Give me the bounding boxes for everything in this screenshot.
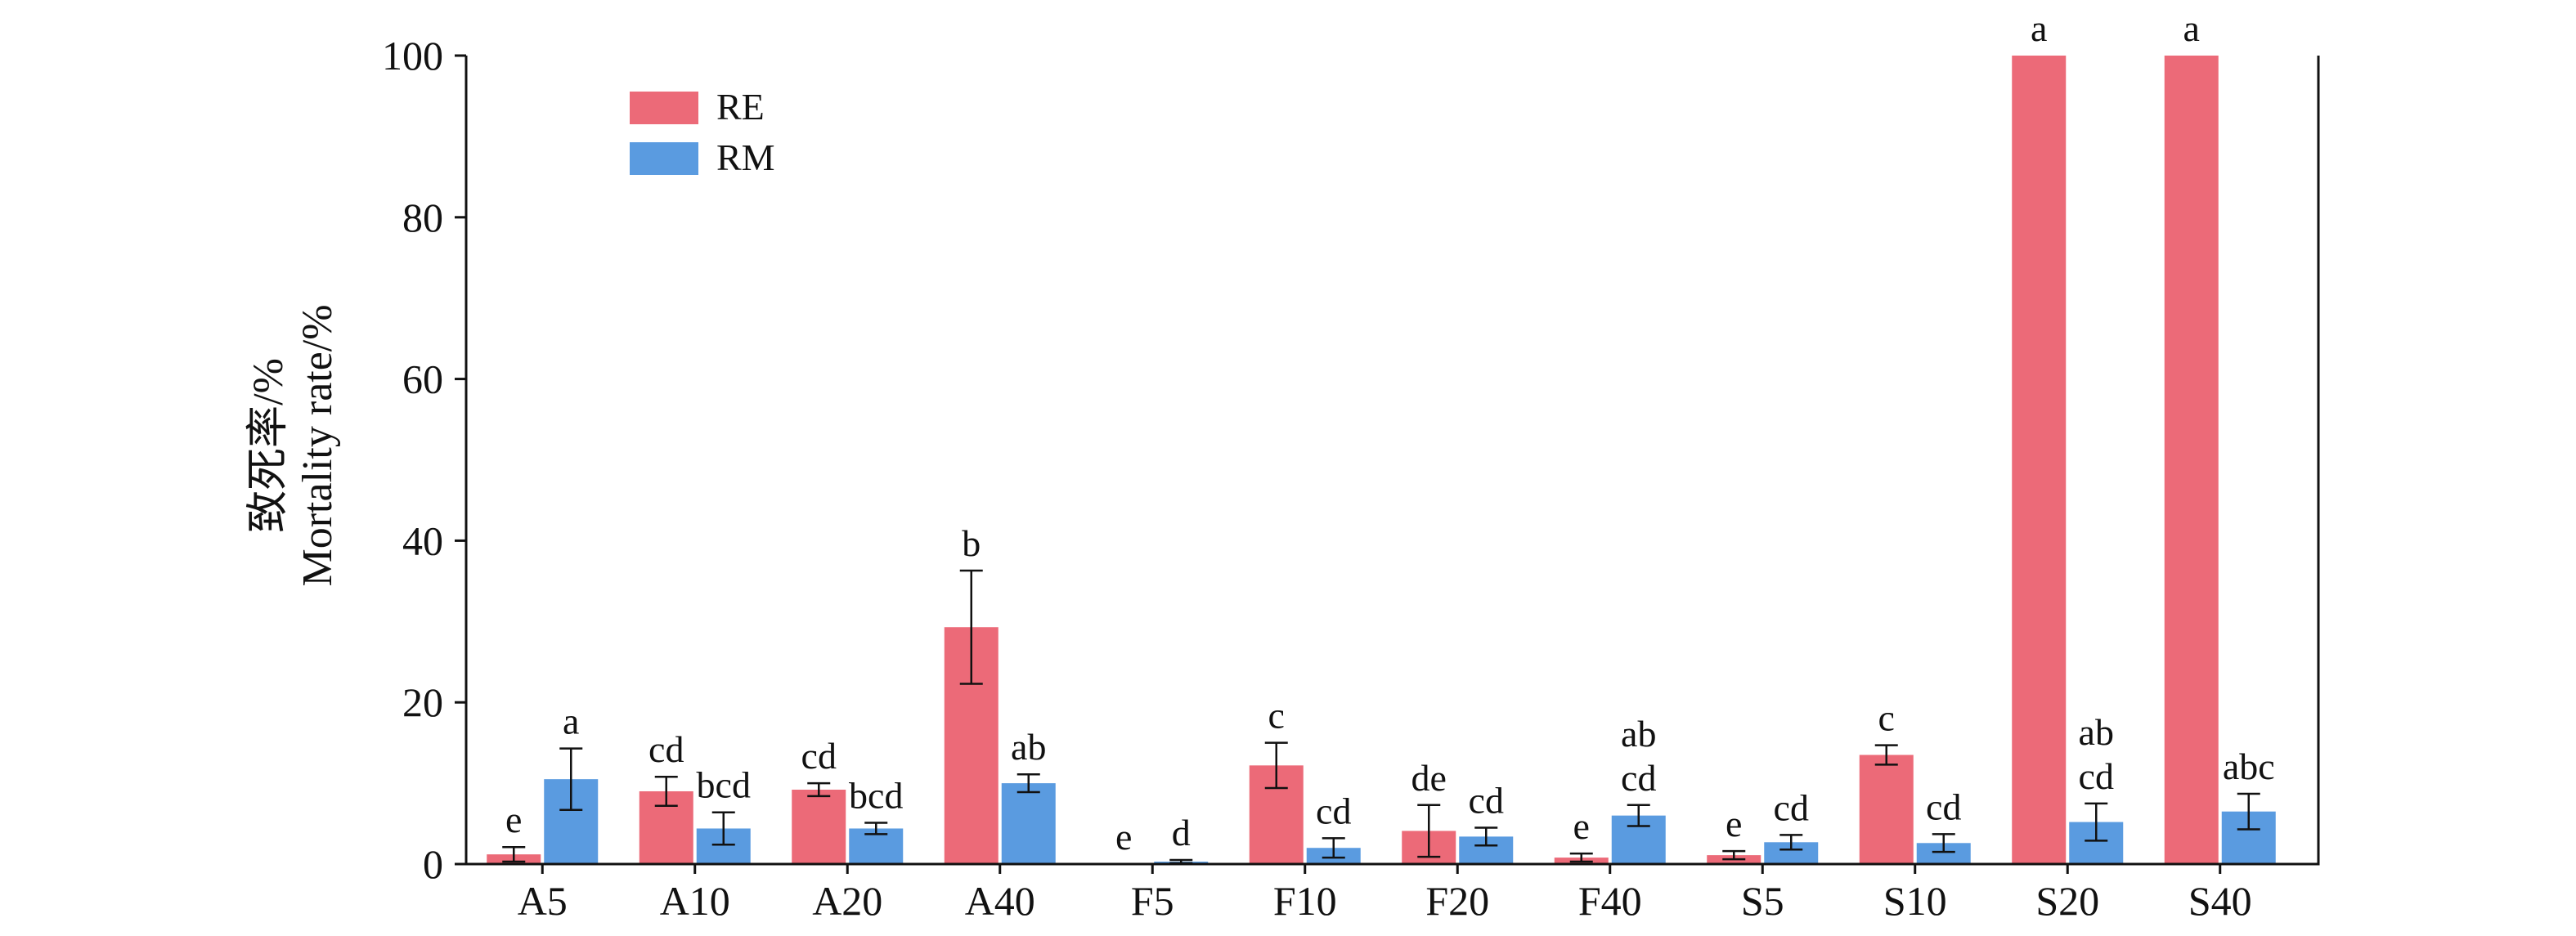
y-tick-label-40: 40 xyxy=(402,517,443,563)
y-tick-label-60: 60 xyxy=(402,356,443,402)
sig-label-rm-f40: ab xyxy=(1621,713,1656,755)
sig-label-re-s20: a xyxy=(2031,7,2047,49)
error-bar-rm-a40 xyxy=(1016,773,1040,794)
error-bar-rm-a20 xyxy=(864,822,888,835)
sig-label-re-a20: cd xyxy=(801,735,837,777)
sig-label-re-a5: e xyxy=(505,799,522,840)
x-tick-label-a5: A5 xyxy=(518,878,568,924)
error-bar-rm-s40 xyxy=(2237,792,2260,831)
sig-label-rm-a20: bcd xyxy=(849,775,903,817)
axes-layer: A5 A10 A20 A40 F5 F10 F20 F40 S5 S10 S20 S40 0 20 40 60… xyxy=(382,33,2320,924)
sig-label-re-f40: e xyxy=(1573,805,1590,847)
error-bar-re-f40 xyxy=(1569,852,1593,863)
sig-label-rm-s20: cd xyxy=(2079,755,2114,797)
error-bar-rm-a10 xyxy=(711,811,735,846)
sig-label-re-f5: e xyxy=(1115,816,1132,858)
error-bar-re-s10 xyxy=(1874,744,1898,766)
legend-swatch-rm xyxy=(630,142,698,175)
error-bar-rm-f40 xyxy=(1627,804,1650,827)
legend-swatch-re xyxy=(630,92,698,124)
error-bar-re-a10 xyxy=(654,775,678,808)
sig-label-rm-a10: bcd xyxy=(697,764,751,806)
error-bar-re-a40 xyxy=(959,569,983,685)
sig-label-re-s40: a xyxy=(2183,7,2200,49)
error-bars-layer xyxy=(502,569,2260,865)
y-tick-label-20: 20 xyxy=(402,679,443,725)
sig-label-rm-s40: abc xyxy=(2223,746,2275,787)
bar-rm-a40 xyxy=(1001,783,1056,864)
error-bar-re-a5 xyxy=(502,845,526,863)
bar-re-s10 xyxy=(1859,755,1914,864)
sig-label-re-s5: e xyxy=(1726,803,1742,844)
sig-label-re-f20: de xyxy=(1411,757,1447,799)
sig-label-rm-a5: a xyxy=(563,701,579,742)
error-bar-re-f20 xyxy=(1417,804,1441,858)
sig-label-rm-f5: d xyxy=(1172,812,1191,853)
y-tick-label-0: 0 xyxy=(423,841,443,887)
error-bar-rm-s5 xyxy=(1779,834,1803,851)
sig-label-re-f10: c xyxy=(1268,695,1285,737)
sig-label-rm-s10: cd xyxy=(1926,786,1961,827)
x-tick-label-s40: S40 xyxy=(2188,878,2252,924)
sig-label-re-a40: b xyxy=(962,522,981,564)
error-bar-re-f10 xyxy=(1264,741,1288,790)
error-bar-rm-a5 xyxy=(559,747,583,811)
y-axis-title-en: Mortality rate/% xyxy=(294,304,341,586)
error-bar-re-a20 xyxy=(807,781,831,798)
x-tick-label-f5: F5 xyxy=(1131,878,1174,924)
error-bar-rm-s10 xyxy=(1932,833,1955,853)
x-tick-label-a40: A40 xyxy=(965,878,1035,924)
x-tick-label-a20: A20 xyxy=(812,878,882,924)
legend-label-re: RE xyxy=(716,86,765,128)
error-bar-rm-f10 xyxy=(1322,837,1345,859)
bar-re-s40 xyxy=(2164,56,2219,864)
legend-label-rm: RM xyxy=(716,137,775,178)
bar-re-s20 xyxy=(2012,56,2067,864)
x-tick-label-s5: S5 xyxy=(1741,878,1784,924)
y-axis-title: 致死率/% Mortality rate/% xyxy=(245,304,341,586)
legend-item-rm: RM xyxy=(630,137,775,178)
sig-label-rm-s20: ab xyxy=(2079,711,2114,753)
x-tick-label-s10: S10 xyxy=(1883,878,1947,924)
error-bar-rm-f20 xyxy=(1474,826,1498,847)
x-tick-label-a10: A10 xyxy=(660,878,730,924)
y-tick-label-80: 80 xyxy=(402,195,443,240)
error-bar-rm-s20 xyxy=(2085,802,2108,842)
sig-label-rm-a40: ab xyxy=(1011,726,1046,768)
x-tick-label-f40: F40 xyxy=(1578,878,1642,924)
y-axis-title-cn: 致死率/% xyxy=(245,358,292,533)
error-bar-re-s5 xyxy=(1722,849,1746,861)
sig-label-rm-s5: cd xyxy=(1774,786,1809,828)
legend-item-re: RE xyxy=(630,86,765,128)
y-tick-label-100: 100 xyxy=(382,33,443,78)
sig-label-re-a10: cd xyxy=(648,728,684,770)
sig-label-rm-f40: cd xyxy=(1621,757,1656,799)
axes-frame xyxy=(464,56,2320,866)
x-tick-label-f10: F10 xyxy=(1273,878,1337,924)
sig-label-rm-f10: cd xyxy=(1316,790,1351,831)
bar-re-a20 xyxy=(792,790,846,864)
sig-label-re-s10: c xyxy=(1878,697,1895,739)
x-tick-label-s20: S20 xyxy=(2035,878,2099,924)
legend: RE RM xyxy=(630,86,775,178)
x-tick-label-f20: F20 xyxy=(1425,878,1489,924)
sig-label-rm-f20: cd xyxy=(1469,779,1504,821)
